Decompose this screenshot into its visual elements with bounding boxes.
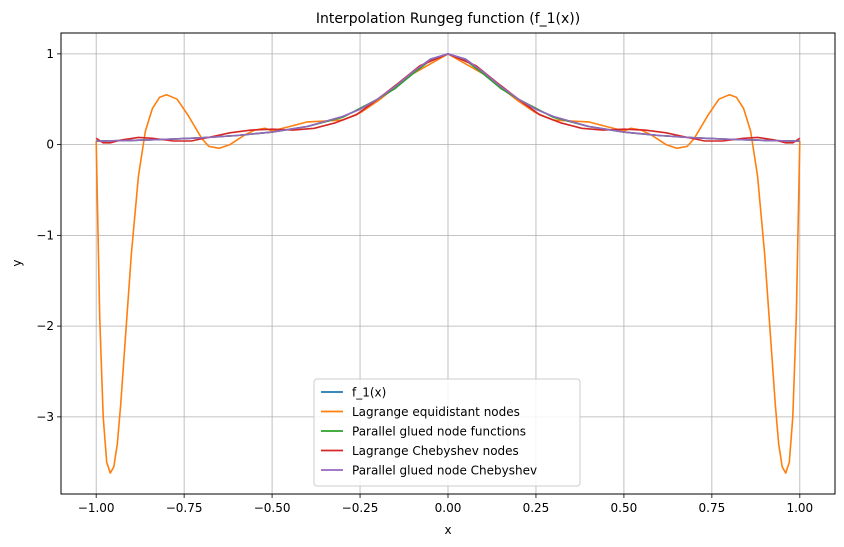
legend-box bbox=[313, 378, 581, 487]
x-tick-label: 0.25 bbox=[523, 501, 550, 515]
x-tick-label: 0.75 bbox=[699, 501, 726, 515]
x-tick-label: 0.50 bbox=[611, 501, 638, 515]
legend-label: Parallel glued node functions bbox=[352, 425, 526, 439]
x-tick-label: 1.00 bbox=[786, 501, 813, 515]
x-tick-label: −0.75 bbox=[166, 501, 203, 515]
x-tick-label: −0.50 bbox=[254, 501, 291, 515]
plot-frame bbox=[60, 32, 836, 495]
y-axis-label: y bbox=[10, 259, 24, 266]
y-tick-label: −1 bbox=[36, 228, 54, 242]
series-lines bbox=[95, 53, 801, 474]
x-tick-label: −1.00 bbox=[78, 501, 115, 515]
y-tick-label: 0 bbox=[46, 138, 54, 152]
chart-title: Interpolation Rungeg function (f_1(x)) bbox=[316, 11, 580, 27]
x-axis-label: x bbox=[444, 523, 451, 537]
x-tick-label: −0.25 bbox=[342, 501, 379, 515]
x-tick-label: 0.00 bbox=[435, 501, 462, 515]
legend-label: Lagrange Chebyshev nodes bbox=[352, 444, 519, 458]
y-tick-label: −2 bbox=[36, 319, 54, 333]
legend-label: f_1(x) bbox=[352, 386, 386, 400]
axis-ticks: −1.00 −0.75 −0.50 −0.25 0.00 0.25 0.50 0.75 1.00… bbox=[36, 47, 813, 515]
legend-label: Lagrange equidistant nodes bbox=[352, 405, 520, 419]
legend: f_1(x) Lagrange equidistant nodes Parallel… bbox=[313, 378, 581, 487]
y-tick-label: 1 bbox=[46, 47, 54, 61]
series-line-parallel-glued-node-chebyshev bbox=[96, 53, 800, 142]
legend-label: Parallel glued node Chebyshev bbox=[352, 464, 537, 478]
y-tick-label: −3 bbox=[36, 410, 54, 424]
